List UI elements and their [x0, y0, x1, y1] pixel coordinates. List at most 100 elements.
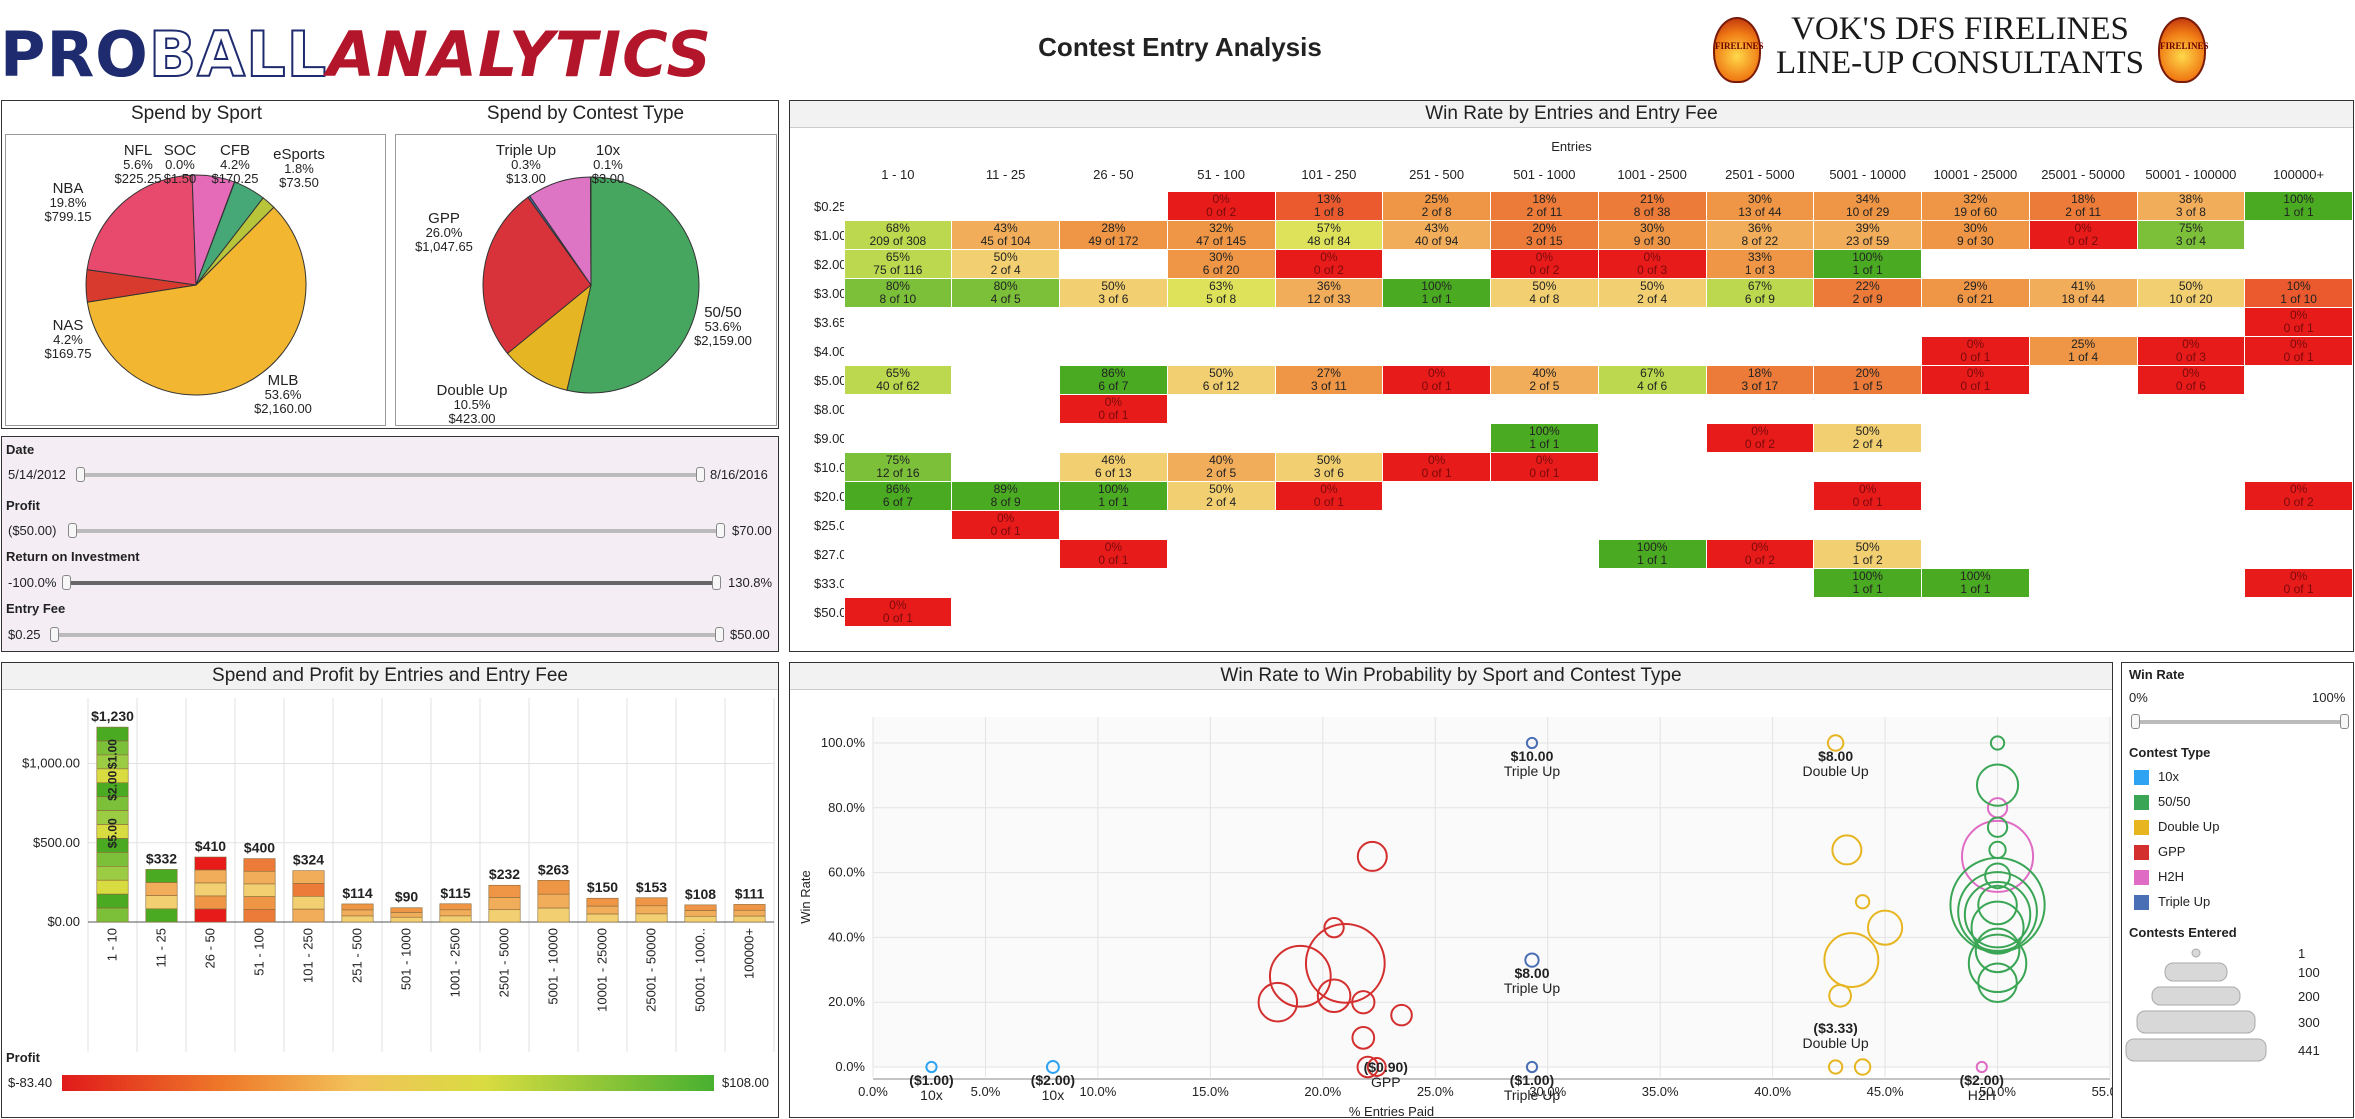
- heatmap-cell[interactable]: 100% 1 of 1: [1490, 423, 1599, 453]
- heatmap-cell[interactable]: 100% 1 of 1: [1813, 249, 1922, 279]
- heatmap-cell[interactable]: 100% 1 of 1: [1059, 481, 1168, 511]
- date-slider-track[interactable]: [80, 473, 700, 477]
- heatmap-cell[interactable]: 0% 0 of 1: [951, 510, 1060, 540]
- heatmap-cell[interactable]: 0% 0 of 2: [1166, 191, 1276, 221]
- heatmap-cell[interactable]: 36% 12 of 33: [1274, 278, 1384, 308]
- win-rate-slider-min-handle[interactable]: [2131, 714, 2140, 729]
- contest-type-legend-item[interactable]: 50/50: [2134, 794, 2191, 811]
- heatmap-cell[interactable]: 40% 2 of 5: [1490, 365, 1599, 395]
- profit-slider-min-handle[interactable]: [68, 523, 77, 538]
- heatmap-cell[interactable]: 65% 75 of 116: [843, 249, 953, 279]
- heatmap-cell[interactable]: 89% 8 of 9: [951, 481, 1060, 511]
- heatmap-cell[interactable]: 0% 0 of 1: [1059, 394, 1168, 424]
- heatmap-cell[interactable]: 67% 6 of 9: [1705, 278, 1815, 308]
- heatmap-cell[interactable]: 27% 3 of 11: [1274, 365, 1384, 395]
- heatmap-cell[interactable]: 30% 6 of 20: [1166, 249, 1276, 279]
- contest-type-legend-item[interactable]: GPP: [2134, 844, 2185, 861]
- heatmap-cell[interactable]: 46% 6 of 13: [1059, 452, 1168, 482]
- scatter-chart[interactable]: 0.0% 5.0% 10.0% 15.0% 20.0% 25.0% 30.0% 35.0% 40…: [790, 690, 2112, 1117]
- heatmap-cell[interactable]: 100% 1 of 1: [1813, 568, 1922, 598]
- heatmap-cell[interactable]: 32% 47 of 145: [1166, 220, 1276, 250]
- heatmap-cell[interactable]: 20% 3 of 15: [1490, 220, 1599, 250]
- pie-sport-chart[interactable]: MLB53.6%$2,160.00NAS4.2%$169.75NBA19.8%$…: [6, 135, 385, 425]
- heatmap-cell[interactable]: 0% 0 of 1: [1921, 365, 2030, 395]
- heatmap-cell[interactable]: 0% 0 of 2: [1274, 249, 1384, 279]
- heatmap-cell[interactable]: 86% 6 of 7: [843, 481, 953, 511]
- heatmap-cell[interactable]: 39% 23 of 59: [1813, 220, 1922, 250]
- heatmap-cell[interactable]: 0% 0 of 1: [843, 597, 953, 627]
- profit-slider-track[interactable]: [72, 529, 722, 533]
- heatmap-cell[interactable]: 10% 1 of 10: [2244, 278, 2353, 308]
- heatmap-cell[interactable]: 50% 3 of 6: [1059, 278, 1168, 308]
- heatmap-cell[interactable]: 13% 1 of 8: [1274, 191, 1384, 221]
- contest-type-legend-item[interactable]: Double Up: [2134, 819, 2219, 836]
- heatmap-cell[interactable]: 18% 2 of 11: [1490, 191, 1599, 221]
- heatmap-cell[interactable]: 57% 48 of 84: [1274, 220, 1384, 250]
- heatmap-cell[interactable]: 50% 2 of 4: [1813, 423, 1922, 453]
- heatmap-cell[interactable]: 100% 1 of 1: [2244, 191, 2353, 221]
- heatmap-cell[interactable]: 0% 0 of 1: [1813, 481, 1922, 511]
- heatmap-cell[interactable]: 100% 1 of 1: [1597, 539, 1707, 569]
- heatmap-cell[interactable]: 68% 209 of 308: [843, 220, 953, 250]
- heatmap-cell[interactable]: 100% 1 of 1: [1382, 278, 1491, 308]
- heatmap-cell[interactable]: 0% 0 of 3: [2136, 336, 2246, 366]
- heatmap-cell[interactable]: 34% 10 of 29: [1813, 191, 1922, 221]
- heatmap-cell[interactable]: 40% 2 of 5: [1166, 452, 1276, 482]
- roi-slider-min-handle[interactable]: [62, 575, 71, 590]
- heatmap-cell[interactable]: 0% 0 of 2: [2244, 481, 2353, 511]
- heatmap-cell[interactable]: 65% 40 of 62: [843, 365, 953, 395]
- heatmap-cell[interactable]: 36% 8 of 22: [1705, 220, 1815, 250]
- date-slider-max-handle[interactable]: [696, 467, 705, 482]
- heatmap-cell[interactable]: 30% 9 of 30: [1597, 220, 1707, 250]
- win-rate-slider-track[interactable]: [2136, 720, 2348, 724]
- heatmap-cell[interactable]: 0% 0 of 2: [2028, 220, 2138, 250]
- heatmap-cell[interactable]: 29% 6 of 21: [1921, 278, 2030, 308]
- profit-slider-max-handle[interactable]: [716, 523, 725, 538]
- heatmap-cell[interactable]: 18% 2 of 11: [2028, 191, 2138, 221]
- roi-slider-track[interactable]: [66, 581, 718, 585]
- date-slider-min-handle[interactable]: [76, 467, 85, 482]
- heatmap-cell[interactable]: 22% 2 of 9: [1813, 278, 1922, 308]
- heatmap-cell[interactable]: 50% 10 of 20: [2136, 278, 2246, 308]
- heatmap-cell[interactable]: 0% 0 of 3: [1597, 249, 1707, 279]
- roi-slider-max-handle[interactable]: [712, 575, 721, 590]
- heatmap-cell[interactable]: 50% 3 of 6: [1274, 452, 1384, 482]
- entry-fee-slider-max-handle[interactable]: [715, 627, 724, 642]
- heatmap-cell[interactable]: 50% 2 of 4: [951, 249, 1060, 279]
- heatmap-cell[interactable]: 43% 40 of 94: [1382, 220, 1491, 250]
- heatmap-cell[interactable]: 43% 45 of 104: [951, 220, 1060, 250]
- heatmap-cell[interactable]: 50% 6 of 12: [1166, 365, 1276, 395]
- heatmap-cell[interactable]: 100% 1 of 1: [1921, 568, 2030, 598]
- heatmap-cell[interactable]: 0% 0 of 2: [1705, 423, 1815, 453]
- heatmap-cell[interactable]: 41% 18 of 44: [2028, 278, 2138, 308]
- heatmap-cell[interactable]: 50% 4 of 8: [1490, 278, 1599, 308]
- heatmap-cell[interactable]: 0% 0 of 1: [1274, 481, 1384, 511]
- heatmap-cell[interactable]: 0% 0 of 1: [1921, 336, 2030, 366]
- heatmap-cell[interactable]: 25% 1 of 4: [2028, 336, 2138, 366]
- heatmap-cell[interactable]: 80% 4 of 5: [951, 278, 1060, 308]
- contest-type-legend-item[interactable]: Triple Up: [2134, 894, 2210, 911]
- win-rate-slider-max-handle[interactable]: [2340, 714, 2349, 729]
- heatmap-cell[interactable]: 0% 0 of 1: [2244, 568, 2353, 598]
- heatmap-cell[interactable]: 20% 1 of 5: [1813, 365, 1922, 395]
- heatmap-cell[interactable]: 0% 0 of 2: [1705, 539, 1815, 569]
- entry-fee-slider-min-handle[interactable]: [50, 627, 59, 642]
- heatmap-cell[interactable]: 50% 2 of 4: [1597, 278, 1707, 308]
- heatmap-cell[interactable]: 50% 1 of 2: [1813, 539, 1922, 569]
- heatmap-cell[interactable]: 21% 8 of 38: [1597, 191, 1707, 221]
- heatmap-cell[interactable]: 0% 0 of 1: [2244, 307, 2353, 337]
- heatmap-cell[interactable]: 30% 9 of 30: [1921, 220, 2030, 250]
- heatmap-cell[interactable]: 86% 6 of 7: [1059, 365, 1168, 395]
- heatmap-cell[interactable]: 0% 0 of 6: [2136, 365, 2246, 395]
- heatmap-cell[interactable]: 0% 0 of 2: [1490, 249, 1599, 279]
- heatmap-cell[interactable]: 38% 3 of 8: [2136, 191, 2246, 221]
- heatmap-cell[interactable]: 25% 2 of 8: [1382, 191, 1491, 221]
- heatmap-cell[interactable]: 75% 12 of 16: [843, 452, 953, 482]
- heatmap-cell[interactable]: 80% 8 of 10: [843, 278, 953, 308]
- heatmap-cell[interactable]: 32% 19 of 60: [1921, 191, 2030, 221]
- heatmap-cell[interactable]: 67% 4 of 6: [1597, 365, 1707, 395]
- heatmap-cell[interactable]: 18% 3 of 17: [1705, 365, 1815, 395]
- entry-fee-slider-track[interactable]: [54, 633, 720, 637]
- heatmap-cell[interactable]: 0% 0 of 1: [1059, 539, 1168, 569]
